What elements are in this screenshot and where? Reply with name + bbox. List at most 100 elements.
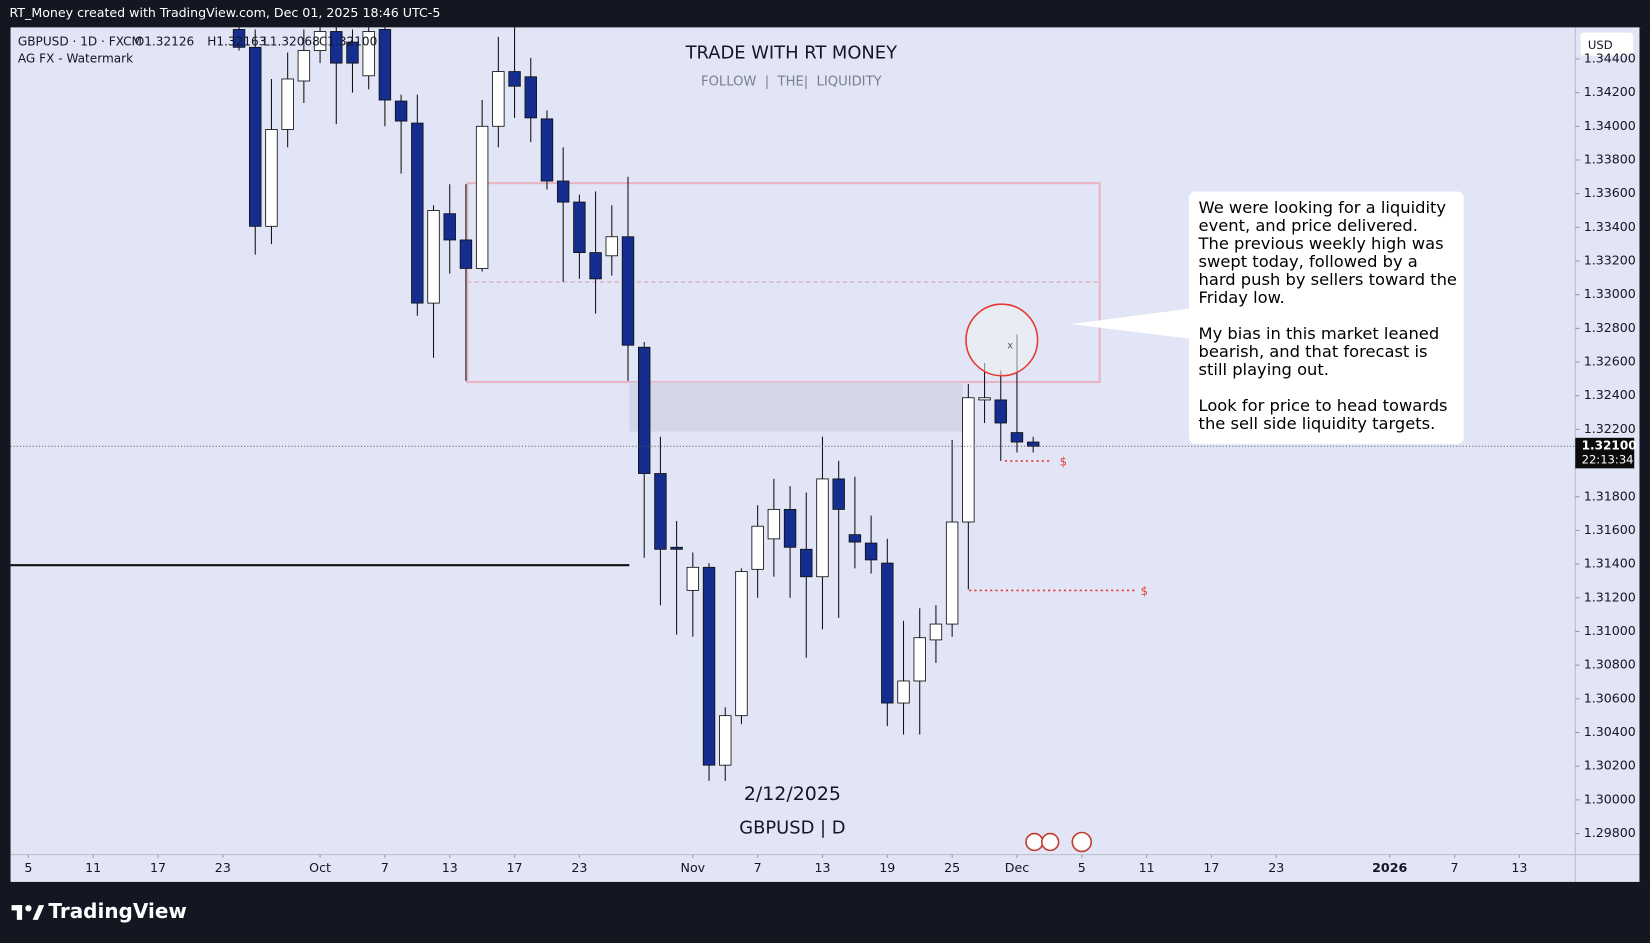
candle-body xyxy=(832,478,845,510)
footer-brand: TradingView xyxy=(48,899,186,923)
candle-body xyxy=(864,542,878,561)
x-tick-label: Dec xyxy=(1005,860,1029,875)
candle-body xyxy=(751,525,764,570)
x-tick-label: 17 xyxy=(507,860,523,875)
right-border xyxy=(1639,27,1650,882)
x-tick-label: 5 xyxy=(1078,860,1086,875)
candle-body xyxy=(767,508,781,540)
x-tick-label: 23 xyxy=(571,860,587,875)
callout-box xyxy=(1189,191,1464,445)
candle-body xyxy=(816,478,829,578)
y-tick-label: 1.29800 xyxy=(1584,825,1636,840)
liquidity-mark: $ xyxy=(1060,455,1067,469)
candle-body xyxy=(524,76,537,119)
candle-body xyxy=(297,50,311,82)
candle-body xyxy=(929,623,943,641)
event-icon[interactable] xyxy=(1025,832,1044,852)
x-tick-label: 13 xyxy=(814,860,830,875)
date-label: 2/12/2025 xyxy=(744,783,841,805)
legend-item: H1.32163 xyxy=(207,35,266,49)
candle-body xyxy=(346,41,359,64)
left-border xyxy=(0,27,11,882)
candle-body xyxy=(735,571,748,717)
watermark-subtitle: FOLLOW | THE| LIQUIDITY xyxy=(701,75,883,90)
overlays: $ $ x TRADE WITH RT MONEY FOLLOW | THE| … xyxy=(0,27,1650,943)
x-tick-label: 7 xyxy=(1451,860,1459,875)
note-line: still playing out. xyxy=(1199,360,1329,379)
x-tick-label: 23 xyxy=(215,860,231,875)
candle-body xyxy=(330,31,343,64)
y-tick-label: 1.30400 xyxy=(1584,724,1636,739)
x-tick-label: 5 xyxy=(24,860,32,875)
candle-body xyxy=(800,548,813,578)
candle-body xyxy=(897,680,910,704)
x-tick-label: 2026 xyxy=(1372,860,1407,875)
candle-body xyxy=(492,71,505,127)
drawings xyxy=(10,182,1101,567)
x-tick-label: Nov xyxy=(681,860,706,875)
x-tick-label: 17 xyxy=(150,860,166,875)
candle-body xyxy=(881,562,894,704)
x-tick-label: 25 xyxy=(944,860,960,875)
note-line: event, and price delivered. xyxy=(1199,216,1418,235)
x-tick-label: 13 xyxy=(442,860,458,875)
candle-body xyxy=(281,78,294,130)
candle-body xyxy=(670,546,683,550)
x-tick-label: 13 xyxy=(1511,860,1527,875)
candle-body xyxy=(719,715,732,766)
indicator-label: AG FX - Watermark xyxy=(18,51,133,65)
x-tick-label: 17 xyxy=(1203,860,1219,875)
candle-body xyxy=(848,534,862,543)
candle-body xyxy=(394,100,408,122)
note-line: bearish, and that forecast is xyxy=(1199,342,1428,361)
note-line: swept today, followed by a xyxy=(1199,252,1418,271)
countdown: 22:13:34 xyxy=(1582,452,1634,466)
event-icon[interactable] xyxy=(1071,831,1093,853)
candle-body xyxy=(556,180,570,203)
candle-body xyxy=(573,201,586,254)
candle-body xyxy=(443,213,456,241)
plot-background xyxy=(10,27,1642,882)
y-tick-label: 1.30800 xyxy=(1584,657,1636,672)
liquidity-mark: $ xyxy=(1141,584,1148,598)
x-tick-label: Oct xyxy=(309,860,331,875)
candle-body xyxy=(913,637,926,682)
candle-body xyxy=(702,566,716,766)
y-tick-label: 1.33200 xyxy=(1584,253,1636,268)
candle-body xyxy=(589,252,602,280)
candle-body xyxy=(945,521,959,625)
y-tick-label: 1.33400 xyxy=(1584,219,1636,234)
circle-mark: x xyxy=(1007,341,1013,352)
candle-body xyxy=(621,236,635,346)
candle-body xyxy=(686,566,700,591)
y-tick-label: 1.30600 xyxy=(1584,690,1636,705)
x-tick-label: 11 xyxy=(1139,860,1155,875)
event-icon[interactable] xyxy=(1040,832,1060,852)
footer-bar xyxy=(0,881,1650,943)
candle-body xyxy=(232,29,246,48)
candle-body xyxy=(540,118,554,182)
y-tick-label: 1.31400 xyxy=(1584,556,1636,571)
candle-body xyxy=(994,399,1007,424)
note-line: My bias in this market leaned xyxy=(1199,324,1440,343)
candle-body xyxy=(783,508,797,548)
y-tick-label: 1.33000 xyxy=(1584,286,1636,301)
note-line: The previous weekly high was xyxy=(1198,234,1444,253)
y-tick-label: 1.34400 xyxy=(1584,50,1636,65)
y-tick-label: 1.32800 xyxy=(1584,320,1636,335)
currency-box[interactable] xyxy=(1580,32,1634,56)
y-tick-label: 1.31800 xyxy=(1584,488,1636,503)
y-tick-label: 1.33600 xyxy=(1584,185,1636,200)
candles xyxy=(10,27,1576,781)
last-price-label: 1.32100 xyxy=(1582,439,1637,453)
candle-body xyxy=(249,46,262,227)
candle-body xyxy=(1026,441,1040,447)
y-tick-label: 1.32200 xyxy=(1584,421,1636,436)
note-line: Friday low. xyxy=(1199,288,1285,307)
candle-body xyxy=(362,31,375,77)
candle-body xyxy=(427,210,440,304)
x-tick-label: 11 xyxy=(85,860,101,875)
candle-body xyxy=(1010,432,1024,443)
